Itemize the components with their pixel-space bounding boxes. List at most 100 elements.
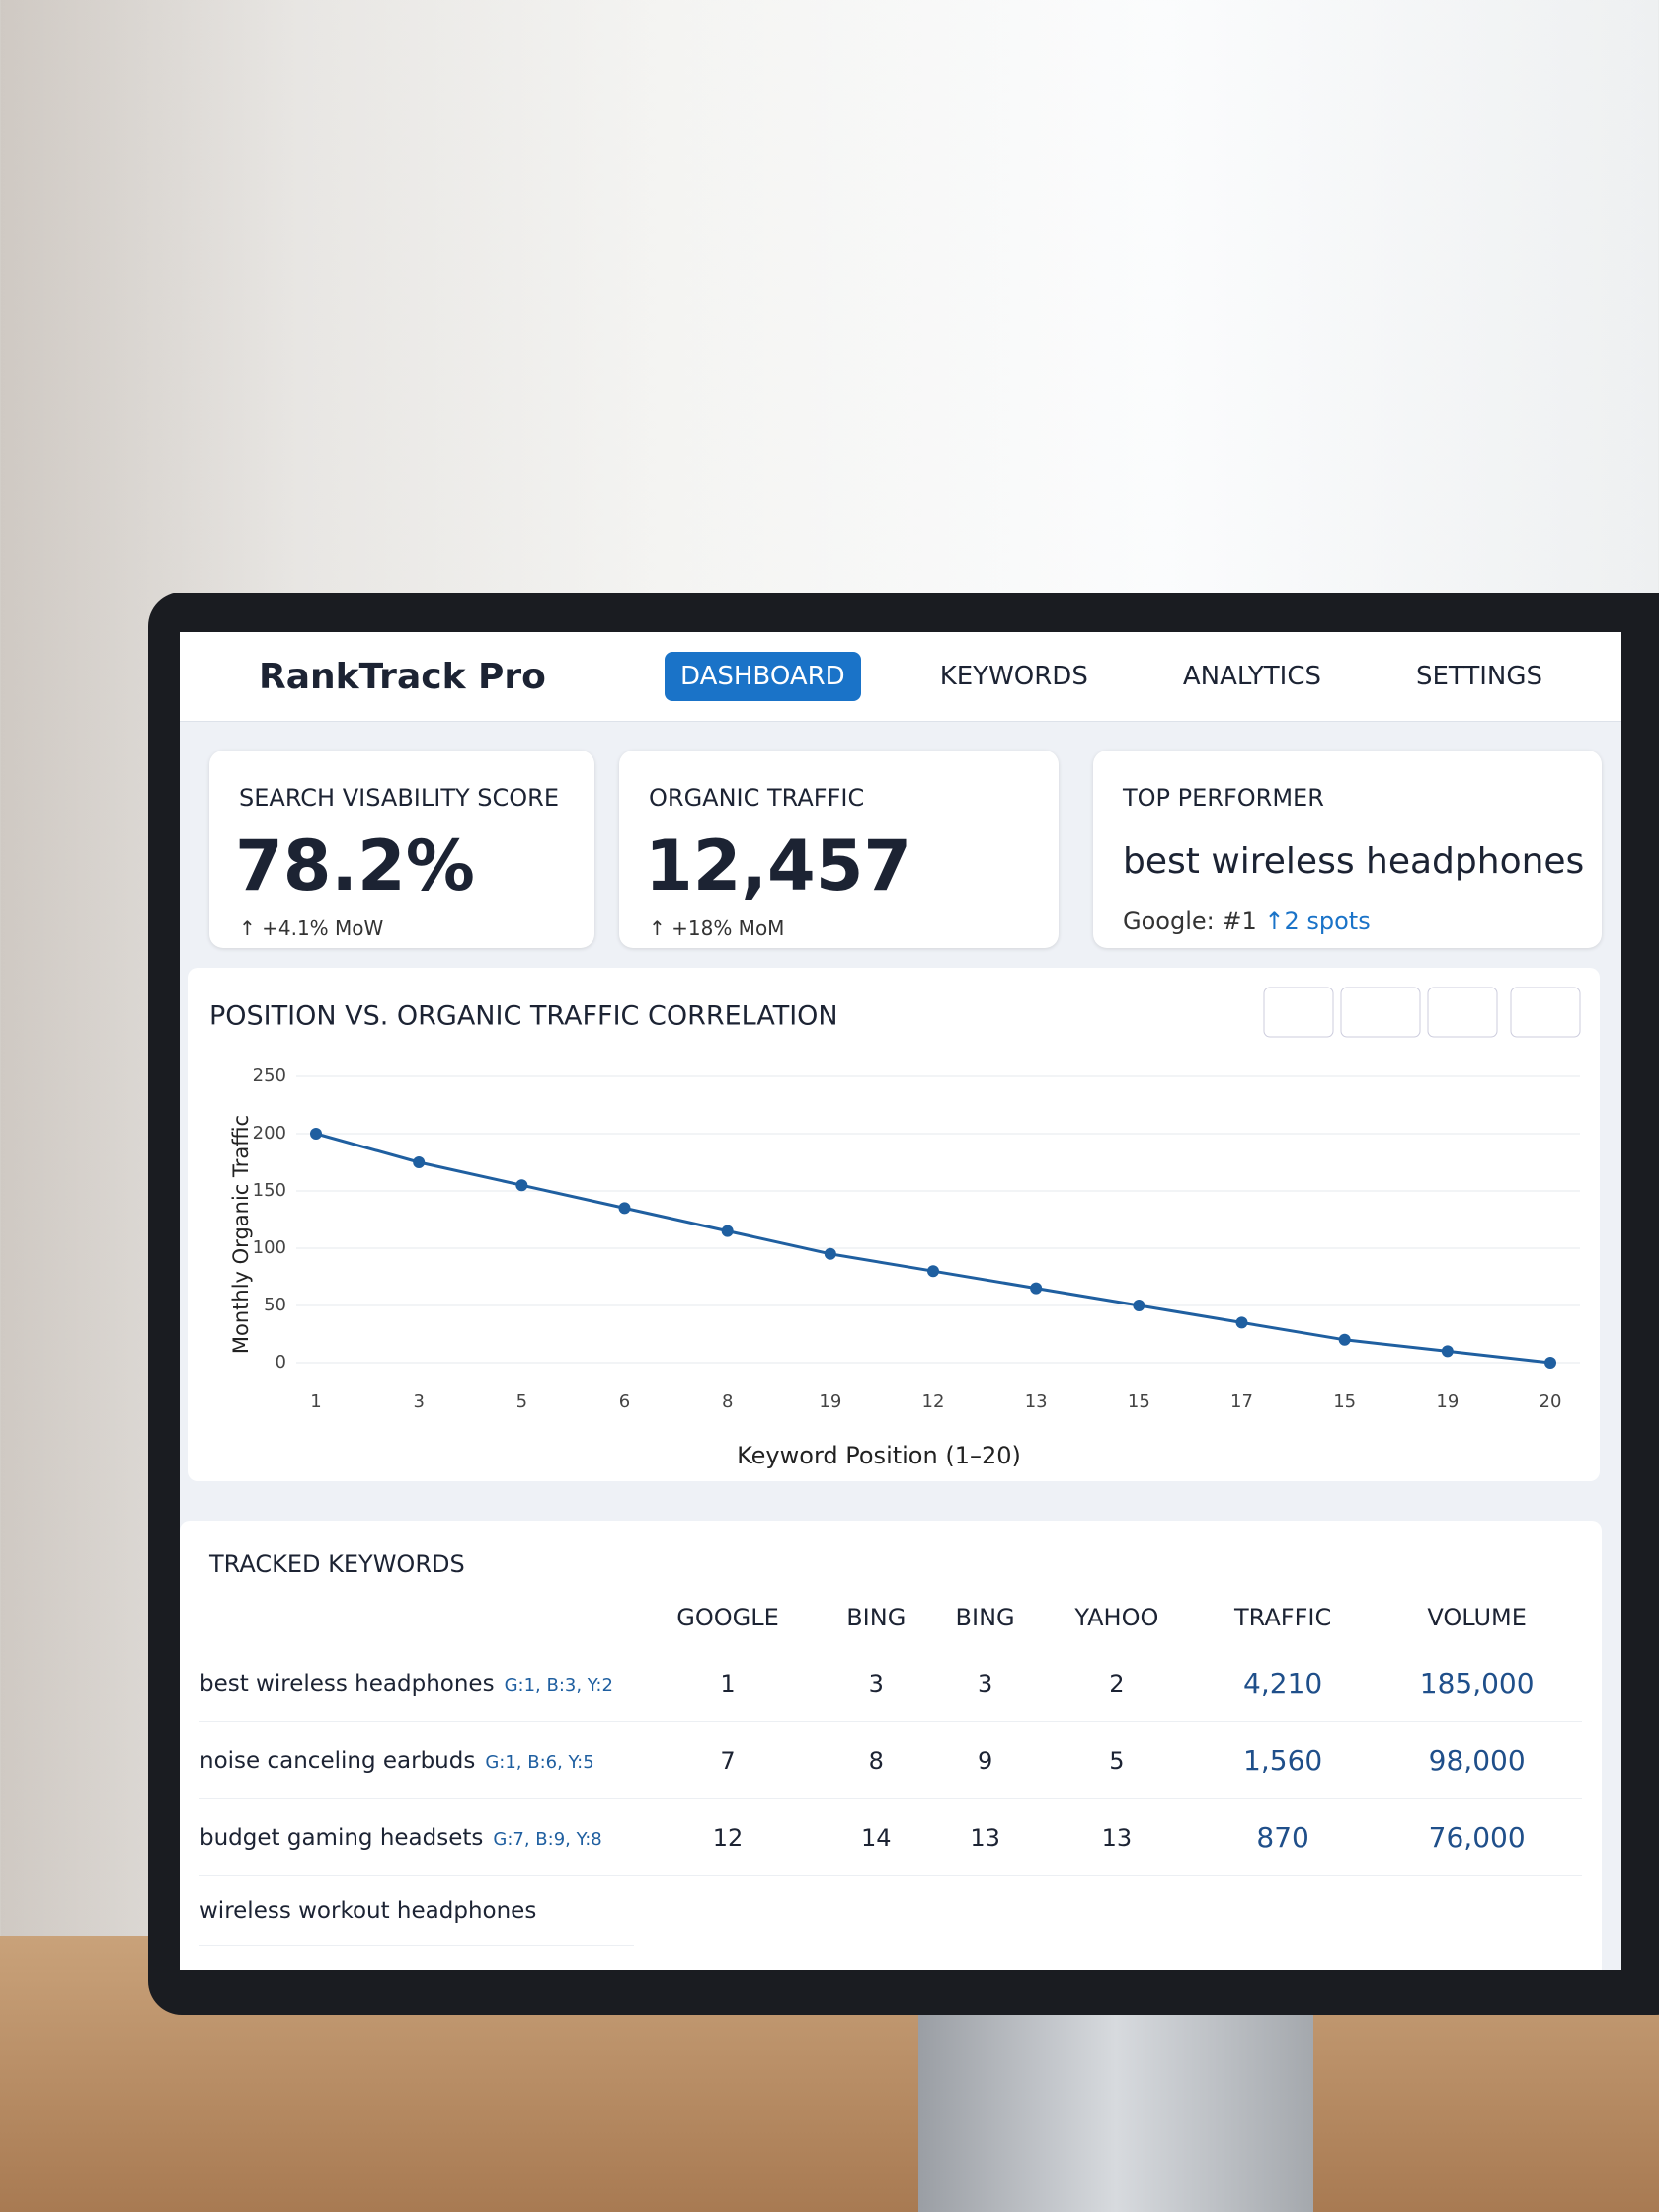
card: TOP PERFORMER best wireless headphones G… (1093, 750, 1602, 948)
keyword: best wireless headphones (199, 1670, 495, 1697)
data-point (1441, 1345, 1454, 1358)
data-point (618, 1202, 631, 1215)
y-tick-label: 250 (253, 1066, 286, 1086)
y-tick-label: 200 (253, 1123, 286, 1144)
table-cell: 8 (822, 1721, 931, 1799)
chart-tool[interactable] (1427, 987, 1498, 1038)
card: SEARCH VISABILITY SCORE 78.2% ↑ +4.1% Mo… (209, 750, 594, 948)
table-cell: 2 (1039, 1645, 1194, 1722)
engine-rank: Google: #1 (1123, 908, 1257, 935)
table-cell: 4,210 (1193, 1645, 1373, 1722)
screen: RankTrack Pro DASHBOARD KEYWORDS ANALYTI… (180, 632, 1621, 1970)
nav-item[interactable]: KEYWORDS (939, 662, 1088, 691)
x-tick-label: 3 (413, 1391, 424, 1412)
card-change: ↑ +4.1% MoW (239, 916, 384, 940)
data-point (824, 1247, 836, 1260)
data-point (515, 1179, 528, 1192)
chart-panel: POSITION VS. ORGANIC TRAFFIC CORRELATION… (188, 968, 1600, 1481)
header-cell (199, 1590, 634, 1645)
header-cell: TRAFFIC (1234, 1604, 1332, 1631)
x-tick-label: 17 (1230, 1391, 1253, 1412)
data-point (1030, 1282, 1043, 1295)
keyword-tags: G:7, B:9, Y:8 (493, 1828, 602, 1850)
header-cell: BING (846, 1604, 907, 1631)
brand: RankTrack Pro (259, 656, 546, 697)
x-tick-label: 12 (922, 1391, 945, 1412)
card-title: ORGANIC TRAFFIC (649, 784, 865, 812)
chart-tool[interactable] (1510, 987, 1581, 1038)
table-cell: 1 (634, 1645, 823, 1722)
chart-tool[interactable] (1263, 987, 1334, 1038)
table-title: TRACKED KEYWORDS (209, 1550, 465, 1578)
card-change: ↑ +18% MoM (649, 916, 785, 940)
keyword-tags: G:1, B:6, Y:5 (485, 1751, 594, 1773)
table-cell: 1,560 (1193, 1721, 1373, 1799)
header-cell: YAHOO (1074, 1604, 1159, 1631)
card-title: TOP PERFORMER (1123, 784, 1324, 812)
chart-title: POSITION VS. ORGANIC TRAFFIC CORRELATION (209, 1001, 838, 1032)
card-value: 78.2% (235, 826, 475, 907)
x-tick-label: 6 (619, 1391, 630, 1412)
data-point (413, 1156, 426, 1168)
table-cell: 98,000 (1372, 1721, 1582, 1799)
keyword-cell: noise canceling earbuds G:1, B:6, Y:5 (199, 1721, 634, 1799)
x-axis-title: Keyword Position (1–20) (737, 1442, 1021, 1469)
data-point (310, 1128, 322, 1140)
table-row: noise canceling earbuds G:1, B:6, Y:5 7 8 9 5… (199, 1721, 1582, 1799)
table-row: wireless workout headphones (199, 1875, 1582, 1946)
card-value: best wireless headphones (1123, 841, 1585, 882)
y-tick-label: 50 (264, 1295, 286, 1315)
header-row: GOOGLE BING BING YAHOO TRAFFIC VOLUME (199, 1590, 1582, 1645)
rank-change: ↑2 spots (1264, 908, 1371, 935)
keyword-table: GOOGLE BING BING YAHOO TRAFFIC VOLUME best wir… (199, 1590, 1582, 1946)
nav-item[interactable]: ANALYTICS (1182, 662, 1321, 691)
chart-tool[interactable] (1340, 987, 1421, 1038)
table-cell: 5 (1039, 1721, 1194, 1799)
data-point (1544, 1357, 1556, 1369)
y-tick-label: 150 (253, 1180, 286, 1201)
keyword: noise canceling earbuds (199, 1747, 476, 1774)
x-tick-label: 13 (1025, 1391, 1048, 1412)
keyword-cell: wireless workout headphones (199, 1875, 634, 1946)
keyword: budget gaming headsets (199, 1824, 484, 1851)
keyword-tags: G:1, B:3, Y:2 (504, 1674, 613, 1696)
table-row: best wireless headphones G:1, B:3, Y:2 1 3 3… (199, 1645, 1582, 1722)
table-cell: 185,000 (1372, 1645, 1582, 1722)
table-panel: TRACKED KEYWORDS GOOGLE BING BING YAHOO TRAF… (180, 1521, 1602, 1970)
x-tick-label: 15 (1333, 1391, 1356, 1412)
y-tick-label: 100 (253, 1237, 286, 1258)
x-tick-label: 20 (1540, 1391, 1562, 1412)
card-change: Google: #1 ↑2 spots (1123, 908, 1602, 935)
x-tick-label: 5 (516, 1391, 527, 1412)
keyword: wireless workout headphones (199, 1898, 537, 1924)
table-cell: 13 (1039, 1798, 1194, 1876)
nav-bar: RankTrack Pro DASHBOARD KEYWORDS ANALYTI… (180, 632, 1621, 722)
x-tick-label: 19 (1436, 1391, 1459, 1412)
nav-item[interactable]: SETTINGS (1415, 662, 1542, 691)
table-cell: 3 (822, 1645, 931, 1722)
y-axis-title: Monthly Organic Traffic (229, 1115, 253, 1354)
y-tick-label: 0 (276, 1352, 286, 1373)
chart: POSITION VS. ORGANIC TRAFFIC CORRELATION… (209, 987, 1581, 1469)
data-point (1235, 1316, 1248, 1329)
table-row: budget gaming headsets G:7, B:9, Y:8 12 14 1… (199, 1798, 1582, 1876)
table-cell: 12 (634, 1798, 823, 1876)
nav-item[interactable]: DASHBOARD (665, 652, 861, 701)
table-cell: 76,000 (1372, 1798, 1582, 1876)
data-point (1338, 1333, 1351, 1346)
header-cell: GOOGLE (676, 1604, 779, 1631)
header-cell: BING (955, 1604, 1015, 1631)
card: ORGANIC TRAFFIC 12,457 ↑ +18% MoM (619, 750, 1059, 948)
keyword-cell: budget gaming headsets G:7, B:9, Y:8 (199, 1798, 634, 1876)
x-tick-label: 8 (722, 1391, 733, 1412)
header-cell: VOLUME (1427, 1604, 1527, 1631)
table-cell: 9 (930, 1721, 1040, 1799)
keyword-cell: best wireless headphones G:1, B:3, Y:2 (199, 1645, 634, 1722)
x-tick-label: 1 (310, 1391, 321, 1412)
card-value: 12,457 (645, 826, 912, 907)
data-point (927, 1265, 939, 1278)
card-title: SEARCH VISABILITY SCORE (239, 784, 559, 812)
table-cell: 3 (930, 1645, 1040, 1722)
table-cell: 14 (822, 1798, 931, 1876)
